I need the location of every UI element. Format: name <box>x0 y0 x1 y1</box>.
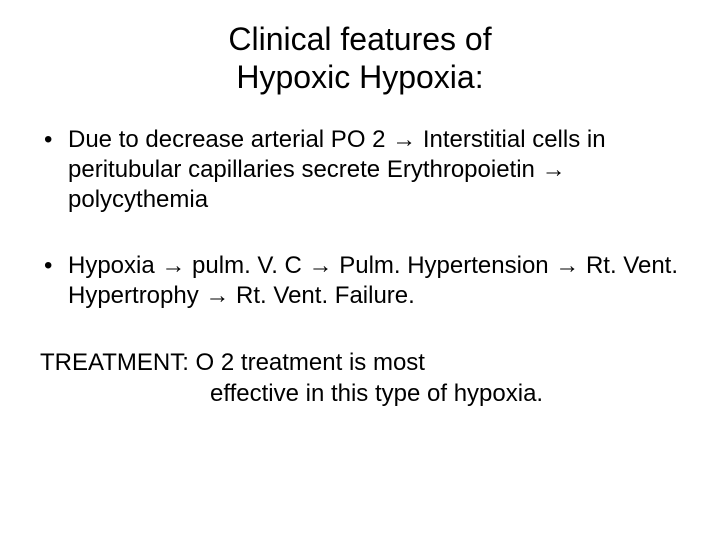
slide-title: Clinical features of Hypoxic Hypoxia: <box>40 20 680 97</box>
title-line-2: Hypoxic Hypoxia: <box>236 59 483 95</box>
treatment-block: TREATMENT: O 2 treatment is most effecti… <box>40 347 680 409</box>
bullet-item: Hypoxia → pulm. V. C → Pulm. Hypertensio… <box>40 251 680 311</box>
treatment-line-1: TREATMENT: O 2 treatment is most <box>40 347 680 378</box>
bullet-item: Due to decrease arterial PO 2 → Intersti… <box>40 125 680 215</box>
treatment-line-2: effective in this type of hypoxia. <box>40 378 680 409</box>
bullet-text: Due to decrease arterial PO 2 → Intersti… <box>68 126 606 213</box>
title-line-1: Clinical features of <box>228 21 491 57</box>
bullet-list: Due to decrease arterial PO 2 → Intersti… <box>40 125 680 311</box>
bullet-text: Hypoxia → pulm. V. C → Pulm. Hypertensio… <box>68 252 678 309</box>
